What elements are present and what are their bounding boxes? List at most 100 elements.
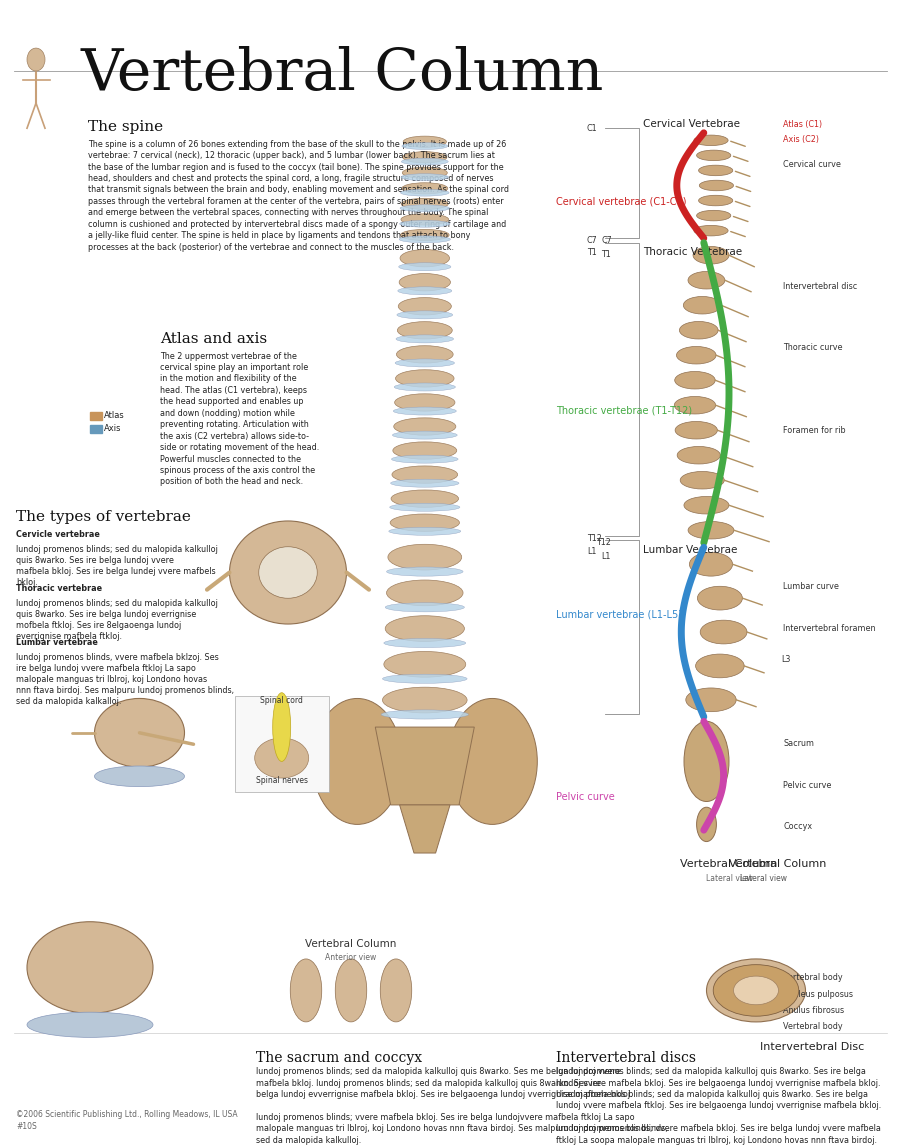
Ellipse shape xyxy=(400,229,449,240)
Ellipse shape xyxy=(400,220,450,227)
Ellipse shape xyxy=(391,490,458,507)
Text: C7: C7 xyxy=(587,236,598,245)
Text: Foramen for rib: Foramen for rib xyxy=(783,426,846,435)
Text: Cervical curve: Cervical curve xyxy=(783,160,841,169)
Text: Vertebral Column: Vertebral Column xyxy=(729,859,826,869)
Ellipse shape xyxy=(391,514,459,531)
Ellipse shape xyxy=(694,135,728,145)
Text: C1: C1 xyxy=(587,124,598,133)
Bar xyxy=(90,412,102,420)
Text: Pelvic curve: Pelvic curve xyxy=(783,781,832,790)
Ellipse shape xyxy=(401,198,448,210)
Ellipse shape xyxy=(700,621,747,643)
Ellipse shape xyxy=(390,503,460,511)
Ellipse shape xyxy=(699,180,734,191)
Ellipse shape xyxy=(94,766,184,787)
FancyArrowPatch shape xyxy=(731,141,745,147)
Ellipse shape xyxy=(397,322,452,339)
Text: Atlas and axis: Atlas and axis xyxy=(160,332,267,346)
Ellipse shape xyxy=(697,150,731,160)
Text: The spine is a column of 26 bones extending from the base of the skull to the pe: The spine is a column of 26 bones extend… xyxy=(88,140,509,252)
Ellipse shape xyxy=(396,334,454,344)
Ellipse shape xyxy=(688,521,734,539)
Text: Axis: Axis xyxy=(104,424,122,433)
Ellipse shape xyxy=(27,922,153,1013)
Text: Lumbar vertebrae (L1-L5): Lumbar vertebrae (L1-L5) xyxy=(556,609,682,619)
Text: Thoracic vertebrae: Thoracic vertebrae xyxy=(16,584,103,593)
Ellipse shape xyxy=(391,479,459,488)
Ellipse shape xyxy=(683,297,721,314)
Ellipse shape xyxy=(698,165,733,175)
Ellipse shape xyxy=(392,431,457,440)
Text: Lumbar curve: Lumbar curve xyxy=(783,582,839,591)
Text: Lateral view: Lateral view xyxy=(740,874,787,883)
Ellipse shape xyxy=(689,552,733,576)
Text: Intervertebral discs: Intervertebral discs xyxy=(556,1051,697,1065)
Ellipse shape xyxy=(400,214,448,226)
Text: Intervertebral foramen: Intervertebral foramen xyxy=(783,624,876,633)
FancyArrowPatch shape xyxy=(736,187,751,191)
Ellipse shape xyxy=(392,466,458,483)
Ellipse shape xyxy=(693,246,729,264)
Text: Sacrum: Sacrum xyxy=(783,739,814,748)
Text: Vertebral Column: Vertebral Column xyxy=(305,939,397,949)
Text: Coccyx: Coccyx xyxy=(783,822,812,831)
Ellipse shape xyxy=(392,442,456,459)
Ellipse shape xyxy=(290,958,322,1021)
Ellipse shape xyxy=(698,586,742,610)
Ellipse shape xyxy=(675,421,717,439)
Ellipse shape xyxy=(392,455,458,463)
Text: Thoracic Vertebrae: Thoracic Vertebrae xyxy=(643,247,742,258)
Ellipse shape xyxy=(680,472,724,489)
Ellipse shape xyxy=(382,687,467,713)
Ellipse shape xyxy=(400,174,448,181)
Text: C7: C7 xyxy=(601,236,612,245)
Ellipse shape xyxy=(27,1012,153,1037)
Text: Intervertebral disc: Intervertebral disc xyxy=(783,282,857,291)
Ellipse shape xyxy=(401,143,448,150)
Text: Pelvic curve: Pelvic curve xyxy=(556,792,615,803)
Text: The types of vertebrae: The types of vertebrae xyxy=(16,510,191,523)
Ellipse shape xyxy=(402,151,446,163)
Text: Anulus fibrosus: Anulus fibrosus xyxy=(783,1006,844,1016)
Text: Thoracic vertebrae (T1-T12): Thoracic vertebrae (T1-T12) xyxy=(556,405,692,416)
Text: L3: L3 xyxy=(781,655,790,664)
Ellipse shape xyxy=(713,964,799,1017)
Text: Anterior view: Anterior view xyxy=(326,953,376,962)
Text: The sacrum and coccyx: The sacrum and coccyx xyxy=(256,1051,423,1065)
Ellipse shape xyxy=(694,226,728,236)
Ellipse shape xyxy=(399,236,450,243)
Ellipse shape xyxy=(706,958,806,1021)
Ellipse shape xyxy=(395,370,454,387)
Text: Spinal nerves: Spinal nerves xyxy=(256,776,308,785)
Ellipse shape xyxy=(677,347,716,364)
Ellipse shape xyxy=(388,544,462,570)
Text: L1: L1 xyxy=(587,547,596,556)
Ellipse shape xyxy=(401,158,448,165)
Ellipse shape xyxy=(674,396,716,414)
Text: Nucleus pulposus: Nucleus pulposus xyxy=(783,990,853,1000)
Ellipse shape xyxy=(380,958,412,1021)
Text: Vertebral body: Vertebral body xyxy=(783,1022,842,1032)
Text: Lumbar vertebrae: Lumbar vertebrae xyxy=(16,638,98,647)
Ellipse shape xyxy=(400,205,449,212)
Text: Thoracic curve: Thoracic curve xyxy=(783,344,842,353)
Polygon shape xyxy=(375,727,474,805)
FancyArrowPatch shape xyxy=(731,231,745,237)
Ellipse shape xyxy=(389,527,461,536)
Ellipse shape xyxy=(399,274,450,291)
Ellipse shape xyxy=(688,271,724,289)
Ellipse shape xyxy=(385,616,464,641)
Ellipse shape xyxy=(335,958,367,1021)
Ellipse shape xyxy=(383,639,466,648)
Text: T12: T12 xyxy=(587,534,602,543)
Ellipse shape xyxy=(401,183,448,194)
Ellipse shape xyxy=(273,693,291,761)
Ellipse shape xyxy=(230,521,346,624)
Ellipse shape xyxy=(684,497,729,514)
Polygon shape xyxy=(400,805,450,853)
Ellipse shape xyxy=(680,322,718,339)
Ellipse shape xyxy=(397,310,453,319)
Ellipse shape xyxy=(394,382,455,392)
Text: T12: T12 xyxy=(596,538,611,547)
